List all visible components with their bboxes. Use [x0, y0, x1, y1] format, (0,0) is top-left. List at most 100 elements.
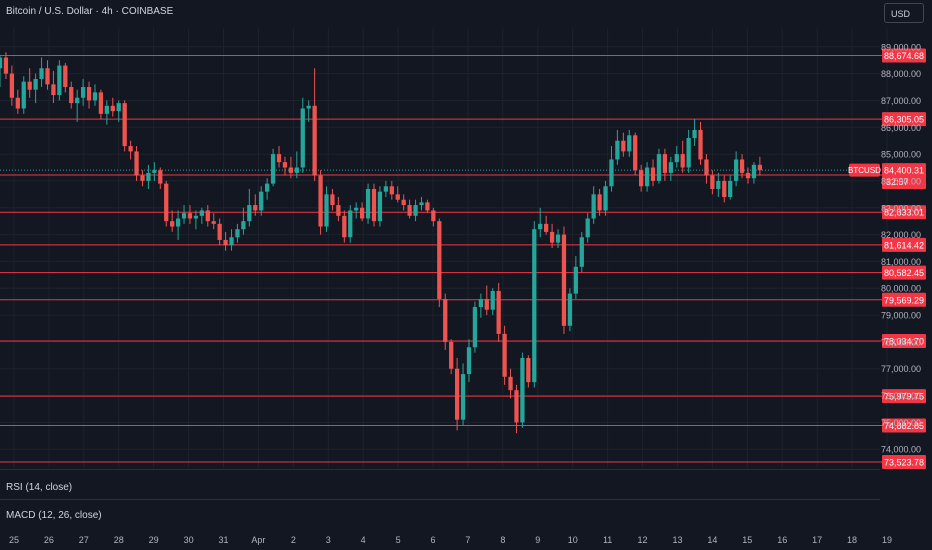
candle-up	[193, 215, 199, 219]
candle-up	[348, 210, 353, 238]
candle-down	[401, 199, 406, 206]
candle-up	[674, 154, 679, 163]
candle-down	[312, 105, 317, 176]
candle-down	[662, 154, 668, 173]
pane-separator[interactable]	[0, 469, 880, 470]
level-price-tag	[882, 237, 926, 252]
level-price-label: 79,569.29	[884, 295, 924, 305]
symbol-tag	[849, 163, 880, 177]
candle-up	[413, 205, 418, 216]
candle-up	[21, 81, 26, 109]
candle-down	[164, 183, 169, 222]
candle-down	[650, 167, 656, 181]
time-tick-label: 10	[568, 535, 578, 545]
candle-down	[639, 170, 644, 187]
time-tick-label: 19	[882, 535, 892, 545]
candle-down	[98, 92, 104, 114]
candle-up	[644, 167, 650, 187]
level-price-label: 82,833.01	[884, 208, 924, 218]
candle-down	[395, 194, 400, 200]
candle-up	[716, 180, 721, 189]
time-axis[interactable]: 25 26 27 28 29 30 31 Apr 2 3 4 5 6 7 8 9 10 11 12 13 14 15 16 1…	[9, 535, 892, 545]
candle-down	[514, 390, 519, 423]
price-axis[interactable]: 74,000.00 75,000.00 76,000.00 77,000.00 78,0…	[881, 42, 921, 454]
candle-up	[692, 129, 697, 138]
level-price-label: 81,614.42	[884, 240, 924, 250]
time-tick-label: 3	[326, 535, 331, 545]
candle-up	[270, 154, 276, 184]
level-price-tag	[882, 389, 926, 404]
price-tick-label: 74,000.00	[881, 445, 921, 455]
candle-down	[502, 333, 507, 377]
level-price-tag	[882, 333, 926, 348]
candle-up	[199, 210, 204, 216]
time-tick-label: Apr	[251, 535, 265, 545]
candle-down	[122, 103, 127, 147]
candle-up	[241, 221, 246, 230]
currency-button[interactable]: USD	[884, 3, 924, 23]
candle-down	[389, 186, 394, 195]
candle-up	[306, 105, 311, 109]
candle-down	[431, 210, 436, 222]
candle-up	[300, 108, 305, 168]
time-tick-label: 13	[672, 535, 682, 545]
candle-up	[591, 194, 596, 219]
candle-up	[478, 298, 483, 308]
candle-down	[205, 210, 210, 222]
candlestick-series	[0, 52, 763, 434]
candle-up	[259, 191, 264, 211]
candle-down	[336, 205, 341, 216]
candle-up	[383, 186, 389, 192]
candle-up	[116, 103, 121, 112]
candle-down	[86, 87, 92, 101]
candle-down	[63, 65, 68, 88]
candle-up	[472, 307, 478, 348]
time-tick-label: 29	[149, 535, 159, 545]
candle-down	[621, 140, 626, 152]
candle-down	[9, 73, 15, 98]
current-price-tag	[882, 163, 926, 190]
candle-down	[140, 175, 145, 181]
candle-down	[449, 341, 454, 369]
candle-up	[354, 207, 359, 211]
time-tick-label: 5	[396, 535, 401, 545]
pane-separator[interactable]	[0, 499, 880, 500]
time-tick-label: 11	[603, 535, 612, 545]
candle-down	[223, 239, 228, 246]
candle-down	[330, 194, 335, 206]
time-tick-label: 27	[79, 535, 89, 545]
candle-up	[728, 180, 733, 198]
candle-up	[532, 229, 537, 383]
price-tick-label: 89,000.00	[881, 42, 921, 52]
macd-indicator-label[interactable]: MACD (12, 26, close)	[6, 510, 102, 521]
level-price-tag	[882, 205, 926, 220]
time-tick-label: 2	[291, 535, 296, 545]
candle-up	[555, 234, 561, 243]
time-tick-label: 8	[500, 535, 505, 545]
time-tick-label: 6	[431, 535, 436, 545]
chart-grid	[0, 28, 888, 468]
price-tick-label: 75,000.00	[881, 418, 921, 428]
candle-down	[211, 221, 216, 224]
candle-up	[265, 183, 270, 192]
time-tick-label: 16	[777, 535, 787, 545]
candle-up	[75, 97, 80, 104]
price-tick-label: 78,000.00	[881, 337, 921, 347]
candle-up	[733, 159, 739, 181]
candle-up	[229, 237, 234, 246]
candle-up	[668, 162, 673, 173]
candle-up	[609, 159, 614, 187]
candle-down	[128, 146, 133, 152]
rsi-indicator-label[interactable]: RSI (14, close)	[6, 482, 73, 493]
price-tick-label: 88,000.00	[881, 69, 921, 79]
time-tick-label: 28	[114, 535, 124, 545]
candle-down	[745, 172, 751, 179]
candle-down	[187, 213, 193, 219]
candle-down	[549, 231, 555, 243]
candle-up	[615, 140, 620, 160]
candle-down	[544, 223, 549, 232]
candle-up	[573, 266, 578, 294]
candle-down	[425, 202, 430, 211]
time-tick-label: 14	[707, 535, 717, 545]
